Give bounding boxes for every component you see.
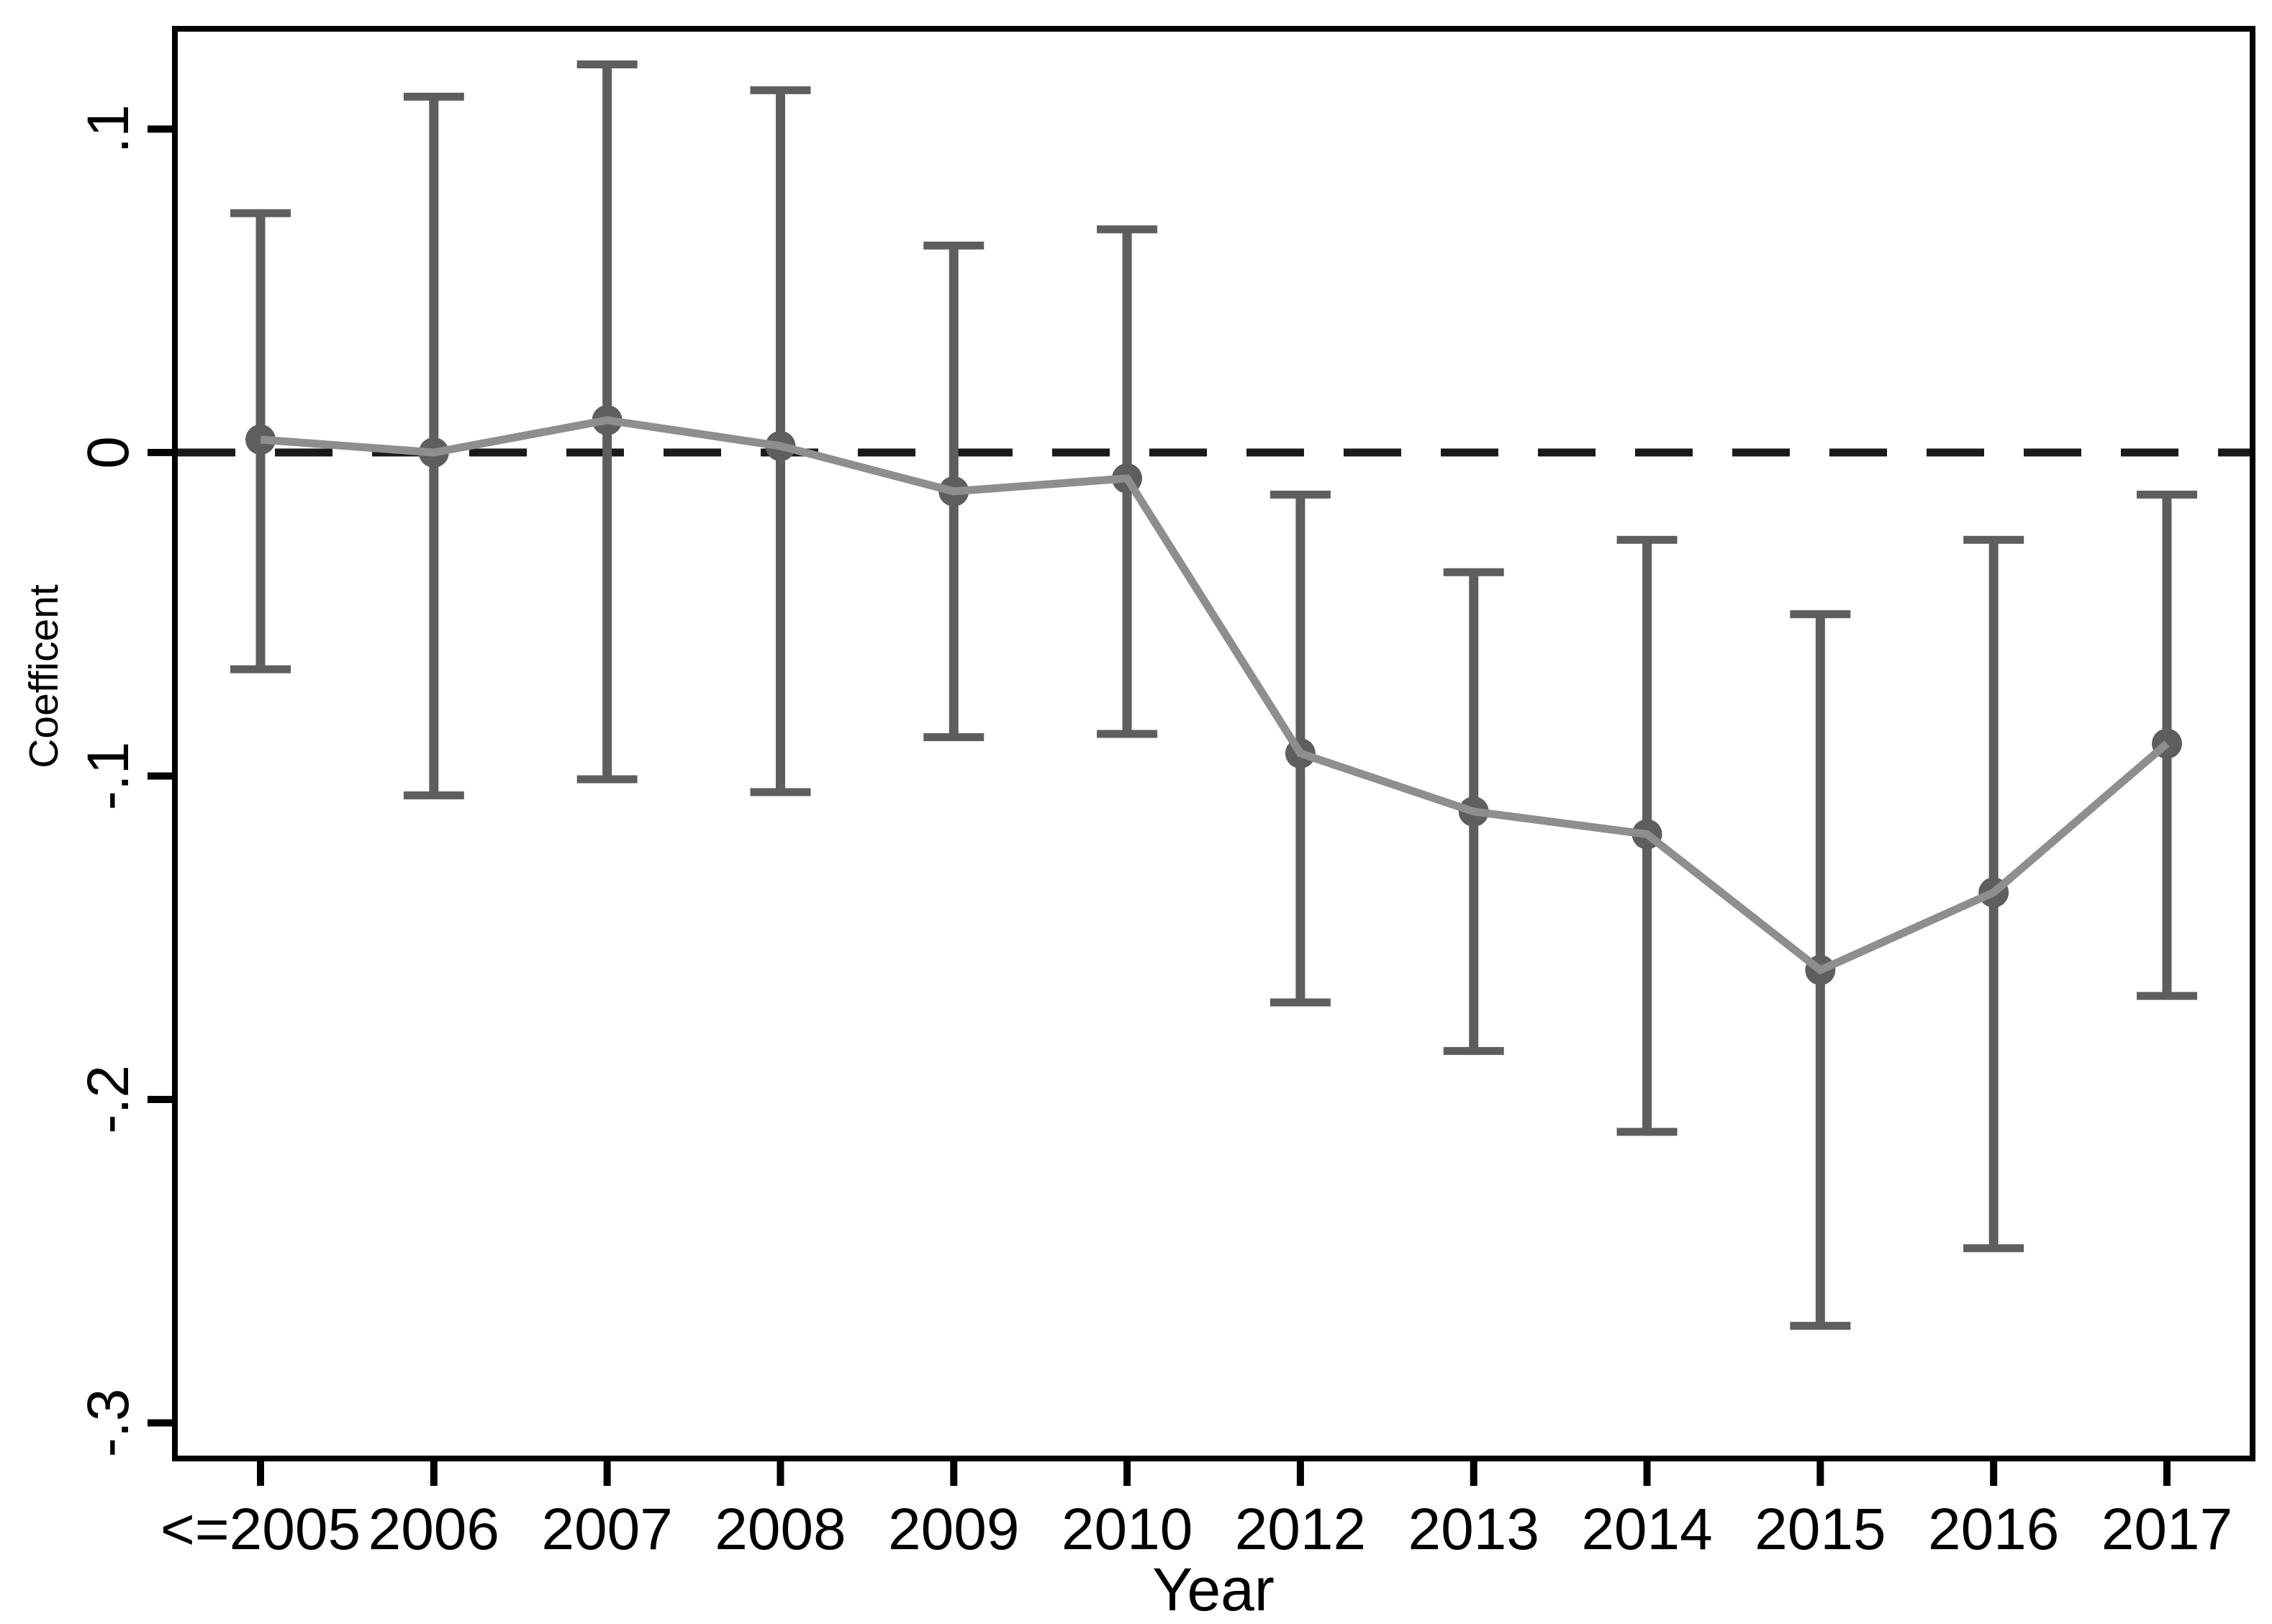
x-tick-label: 2010 — [1062, 1497, 1192, 1562]
x-tick-label: 2014 — [1581, 1497, 1712, 1562]
x-tick-label: 2015 — [1755, 1497, 1886, 1562]
x-tick-label: 2012 — [1235, 1497, 1366, 1562]
error-bar-layer — [230, 60, 2197, 1330]
x-tick-label: 2008 — [715, 1497, 846, 1562]
y-axis-title: Coefficent — [21, 584, 67, 768]
y-tick-label: -.3 — [76, 1389, 141, 1458]
y-tick-label: -.2 — [76, 1065, 141, 1134]
y-tick-label: -.1 — [76, 742, 141, 811]
x-tick-label: 2006 — [368, 1497, 499, 1562]
axes-layer: .1 0 -.1 -.2 -.3 <=2005 2006 2007 2008 2009 2010 20… — [76, 26, 2255, 1562]
x-axis-title: Year — [1152, 1556, 1275, 1623]
y-tick-label: .1 — [76, 104, 141, 153]
x-tick-label: 2017 — [2101, 1497, 2232, 1562]
marker-layer — [245, 404, 2182, 986]
x-tick-label: 2009 — [888, 1497, 1019, 1562]
plot-frame — [172, 26, 2255, 1461]
x-tick-label: 2013 — [1408, 1497, 1539, 1562]
y-tick-label: 0 — [76, 436, 141, 469]
x-tick-label: 2016 — [1928, 1497, 2059, 1562]
trend-line-layer — [260, 416, 2170, 975]
x-tick-label: <=2005 — [160, 1497, 361, 1562]
x-tick-label: 2007 — [541, 1497, 672, 1562]
trend-line — [260, 416, 2170, 975]
